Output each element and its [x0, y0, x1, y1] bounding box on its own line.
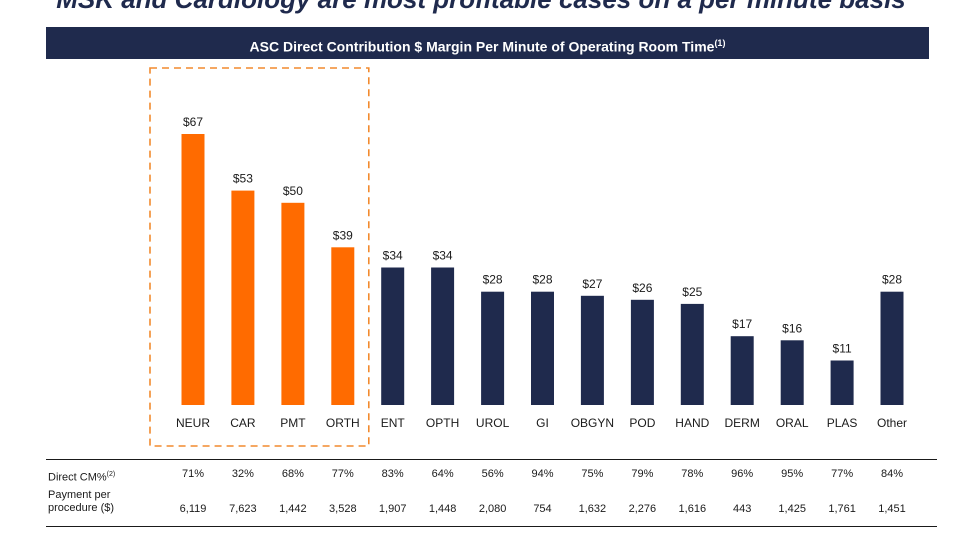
category-label-orth: ORTH: [326, 416, 360, 430]
payment-cell-other: 1,451: [878, 503, 906, 515]
chart-title-banner: ASC Direct Contribution $ Margin Per Min…: [46, 27, 929, 59]
payment-cell-urol: 2,080: [478, 503, 507, 515]
bar-oral: [780, 340, 804, 405]
data-label-orth: $39: [333, 228, 353, 242]
data-label-oral: $16: [782, 321, 802, 335]
payment-cell-hand: 1,616: [678, 503, 707, 515]
payment-cell-oral: 1,425: [778, 503, 806, 515]
bar-obgyn: [580, 295, 604, 405]
category-label-gi: GI: [536, 416, 549, 430]
table-top-rule: [46, 459, 937, 460]
data-label-hand: $25: [682, 285, 702, 299]
payment-cell-ent: 1,907: [378, 503, 407, 515]
data-label-ent: $34: [383, 249, 403, 263]
cm-cell-neur: 71%: [181, 468, 205, 480]
category-label-car: CAR: [230, 416, 256, 430]
data-label-neur: $67: [183, 115, 203, 129]
cm-cell-opth: 64%: [431, 468, 454, 480]
data-label-obgyn: $27: [582, 277, 602, 291]
row-label-payment-line2: procedure ($): [48, 502, 115, 514]
cm-cell-oral: 95%: [781, 468, 804, 480]
category-label-other: Other: [877, 416, 907, 430]
payment-cell-neur: 6,119: [179, 503, 207, 515]
bar-other: [880, 291, 904, 405]
cm-cell-derm: 96%: [731, 468, 754, 480]
row-label-direct-cm-note: (2): [106, 471, 116, 478]
bar-car: [231, 190, 255, 405]
headline: MSK and Cardiology are most profitable c…: [0, 0, 962, 15]
bar-ent: [381, 267, 405, 405]
payment-cell-gi: 754: [533, 503, 552, 515]
category-label-ent: ENT: [381, 416, 406, 430]
bar-hand: [680, 303, 704, 405]
row-label-payment: Payment per procedure ($): [48, 489, 114, 515]
cm-cell-car: 32%: [231, 468, 254, 480]
cm-cell-orth: 77%: [331, 468, 354, 480]
cm-cell-other: 84%: [880, 468, 904, 480]
data-label-car: $53: [233, 172, 253, 186]
cm-cell-pmt: 68%: [281, 468, 304, 480]
payment-cell-derm: 443: [733, 503, 752, 515]
table-bottom-rule: [46, 526, 937, 527]
bar-derm: [730, 336, 754, 405]
data-label-urol: $28: [483, 273, 503, 287]
data-label-plas: $11: [833, 342, 852, 356]
bar-orth: [331, 247, 355, 405]
data-label-other: $28: [882, 273, 902, 287]
chart-title: ASC Direct Contribution $ Margin Per Min…: [249, 38, 715, 55]
payment-cell-opth: 1,448: [428, 503, 457, 515]
row-label-direct-cm-text: Direct CM%: [48, 471, 107, 484]
payment-cell-orth: 3,528: [329, 503, 357, 515]
payment-cell-pmt: 1,442: [279, 503, 307, 515]
chart-title-footnote: (1): [714, 38, 726, 48]
cm-cell-hand: 78%: [681, 468, 704, 480]
data-label-gi: $28: [532, 273, 552, 287]
highlight-frame: [149, 67, 370, 447]
bar-pod: [630, 299, 654, 405]
data-label-derm: $17: [732, 317, 752, 331]
payment-cell-pod: 2,276: [628, 503, 657, 515]
bar-gi: [531, 291, 554, 405]
bar-neur: [181, 134, 205, 405]
bar-pmt: [281, 202, 305, 405]
cm-cell-ent: 83%: [381, 468, 404, 480]
cm-cell-urol: 56%: [481, 468, 504, 480]
category-label-plas: PLAS: [827, 416, 858, 430]
row-label-payment-line1: Payment per: [48, 489, 111, 501]
category-label-urol: UROL: [476, 416, 510, 430]
bar-urol: [481, 291, 505, 405]
data-label-pmt: $50: [283, 184, 303, 198]
data-label-opth: $34: [433, 249, 453, 263]
bar-opth: [431, 267, 455, 405]
row-label-direct-cm: Direct CM%(2): [48, 468, 115, 485]
payment-cell-car: 7,623: [229, 503, 257, 515]
category-label-hand: HAND: [675, 416, 709, 430]
category-label-derm: DERM: [725, 416, 760, 430]
payment-cell-obgyn: 1,632: [578, 503, 607, 515]
payment-cell-plas: 1,761: [828, 503, 856, 515]
cm-cell-gi: 94%: [531, 468, 554, 480]
cm-cell-plas: 77%: [831, 468, 854, 480]
cm-cell-obgyn: 75%: [581, 468, 604, 480]
cm-cell-pod: 79%: [631, 468, 654, 480]
category-label-opth: OPTH: [426, 416, 459, 430]
category-label-pod: POD: [629, 416, 655, 430]
data-label-pod: $26: [632, 281, 652, 295]
bar-plas: [830, 360, 854, 405]
category-label-obgyn: OBGYN: [571, 416, 614, 430]
category-label-neur: NEUR: [176, 416, 210, 430]
category-label-oral: ORAL: [776, 416, 809, 430]
category-label-pmt: PMT: [280, 416, 306, 430]
